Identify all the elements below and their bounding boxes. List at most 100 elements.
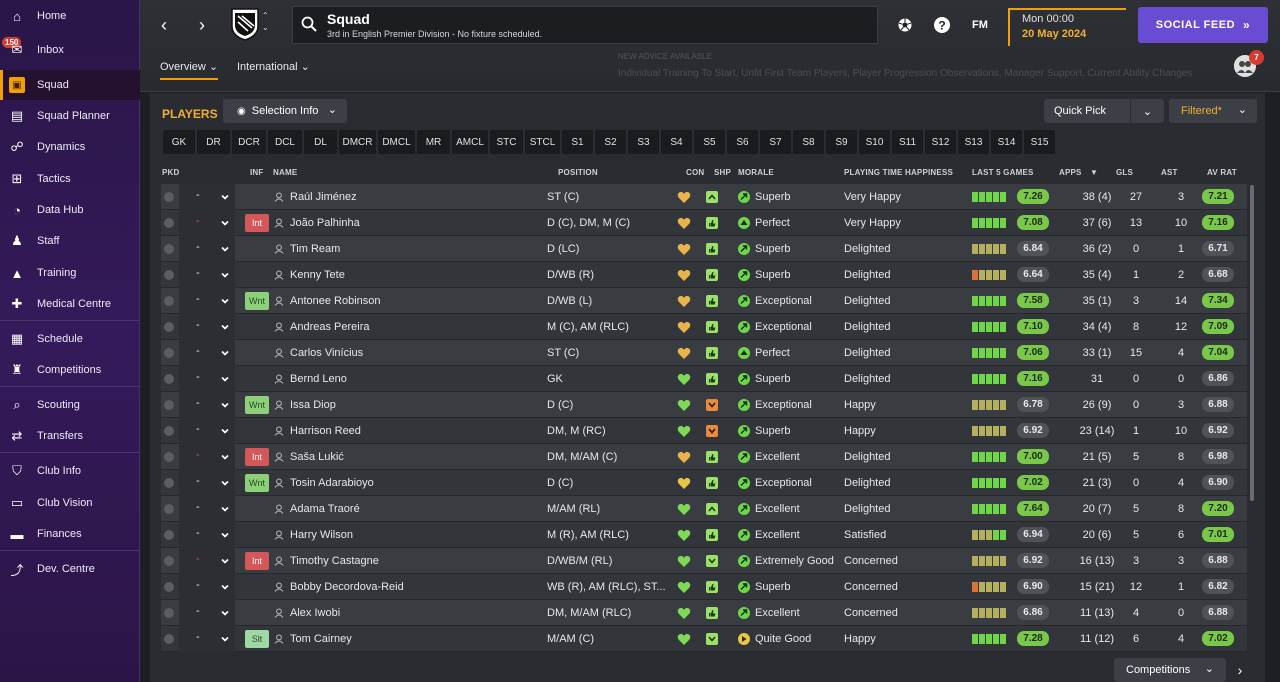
player-name[interactable]: Raúl Jiménez [290, 191, 357, 203]
pick-indicator[interactable] [164, 504, 174, 514]
info-badge[interactable]: Int [245, 448, 269, 466]
player-name[interactable]: Carlos Vinícius [290, 347, 364, 359]
info-badge[interactable]: Wnt [245, 474, 269, 492]
player-name[interactable]: Harrison Reed [290, 425, 361, 437]
pick-indicator[interactable] [164, 478, 174, 488]
pick-indicator[interactable] [164, 270, 174, 280]
position-filter-s9[interactable]: S9 [826, 130, 857, 154]
table-row[interactable]: - Andreas Pereira M (C), AM (RLC) Exception… [161, 314, 1247, 340]
player-name[interactable]: Kenny Tete [290, 269, 345, 281]
table-row[interactable]: - Tim Ream D (LC) Superb Delighted 6.84 36 (2)… [161, 236, 1247, 262]
chevron-right-icon[interactable]: › [1237, 662, 1243, 678]
col-header-inf[interactable]: INF [250, 168, 264, 177]
table-row[interactable]: - Wnt Issa Diop D (C) Exceptional Happy 6.78 26… [161, 392, 1247, 418]
selection-info-dropdown[interactable]: ◉ Selection Info ⌄ [223, 99, 347, 123]
selection-dropdown[interactable]: - [179, 574, 235, 600]
player-name[interactable]: Tosin Adarabioyo [290, 477, 374, 489]
table-row[interactable]: - Slt Tom Cairney M/AM (C) Quite Good Happy 7.… [161, 626, 1247, 652]
position-filter-amcl[interactable]: AMCL [452, 130, 488, 154]
sidebar-item-dynamics[interactable]: ☍ Dynamics [0, 132, 140, 162]
position-filter-s8[interactable]: S8 [793, 130, 824, 154]
pick-indicator[interactable] [164, 348, 174, 358]
selection-dropdown[interactable]: - [179, 184, 235, 210]
col-header-sharpness[interactable]: SHP [714, 168, 732, 177]
sidebar-item-training[interactable]: ▲ Training [0, 258, 140, 288]
advice-title[interactable]: NEW ADVICE AVAILABLE [618, 52, 712, 61]
tab-international[interactable]: International ⌄ [237, 52, 310, 80]
selection-dropdown[interactable]: - [179, 600, 235, 626]
table-row[interactable]: - Bobby Decordova-Reid WB (R), AM (RLC), S… [161, 574, 1247, 600]
info-badge[interactable]: Int [245, 214, 269, 232]
position-filter-s3[interactable]: S3 [628, 130, 659, 154]
table-row[interactable]: - Wnt Tosin Adarabioyo D (C) Exceptional Deli… [161, 470, 1247, 496]
sidebar-item-data-hub[interactable]: ◔ Data Hub [0, 195, 140, 225]
position-filter-mr[interactable]: MR [417, 130, 450, 154]
back-arrow-icon[interactable]: ‹ [161, 14, 167, 35]
sidebar-item-transfers[interactable]: ⇄ Transfers [0, 421, 140, 451]
position-filter-gk[interactable]: GK [163, 130, 195, 154]
position-filter-s4[interactable]: S4 [661, 130, 692, 154]
forward-arrow-icon[interactable]: › [199, 14, 205, 35]
ball-icon[interactable] [894, 14, 916, 36]
selection-dropdown[interactable]: - [179, 548, 235, 574]
table-row[interactable]: - Int Saša Lukić DM, M/AM (C) Excellent Delig… [161, 444, 1247, 470]
player-name[interactable]: Antonee Robinson [290, 295, 381, 307]
table-row[interactable]: - Raúl Jiménez ST (C) Superb Very Happy 7.26 3… [161, 184, 1247, 210]
table-row[interactable]: - Wnt Antonee Robinson D/WB (L) Exceptional D… [161, 288, 1247, 314]
advice-text[interactable]: Individual Training To Start, Unfit Firs… [618, 68, 1193, 79]
pick-indicator[interactable] [164, 244, 174, 254]
pick-indicator[interactable] [164, 530, 174, 540]
position-filter-stcl[interactable]: STCL [525, 130, 560, 154]
help-icon[interactable]: ? [931, 14, 953, 36]
pick-indicator[interactable] [164, 556, 174, 566]
selection-dropdown[interactable]: - [179, 470, 235, 496]
pick-indicator[interactable] [164, 452, 174, 462]
tab-overview[interactable]: Overview ⌄ [160, 52, 219, 80]
position-filter-s6[interactable]: S6 [727, 130, 758, 154]
sidebar-item-competitions[interactable]: ♜ Competitions [0, 355, 140, 385]
position-filter-stc[interactable]: STC [490, 130, 523, 154]
pick-indicator[interactable] [164, 608, 174, 618]
quick-pick-button[interactable]: Quick Pick ⌄ [1044, 99, 1164, 123]
selection-dropdown[interactable]: - [179, 392, 235, 418]
position-filter-dl[interactable]: DL [304, 130, 337, 154]
quick-pick-chevron-icon[interactable]: ⌄ [1130, 99, 1164, 123]
player-name[interactable]: João Palhinha [290, 217, 360, 229]
position-filter-s1[interactable]: S1 [562, 130, 593, 154]
pick-indicator[interactable] [164, 374, 174, 384]
col-header-average-rating[interactable]: AV RAT [1207, 168, 1237, 177]
position-filter-s12[interactable]: S12 [925, 130, 956, 154]
selection-dropdown[interactable]: - [179, 210, 235, 236]
info-badge[interactable]: Wnt [245, 396, 269, 414]
table-row[interactable]: - Int João Palhinha D (C), DM, M (C) Perfect… [161, 210, 1247, 236]
sidebar-item-club-vision[interactable]: ▭ Club Vision [0, 488, 140, 518]
sidebar-item-staff[interactable]: ♟ Staff [0, 226, 140, 256]
pick-indicator[interactable] [164, 218, 174, 228]
col-header-condition[interactable]: CON [686, 168, 705, 177]
sidebar-item-schedule[interactable]: ▦ Schedule [0, 324, 140, 354]
position-filter-dcr[interactable]: DCR [232, 130, 266, 154]
player-name[interactable]: Alex Iwobi [290, 607, 341, 619]
col-header-apps[interactable]: APPS ▼ [1059, 168, 1098, 177]
pick-indicator[interactable] [164, 582, 174, 592]
selection-dropdown[interactable]: - [179, 236, 235, 262]
position-filter-s2[interactable]: S2 [595, 130, 626, 154]
sidebar-item-club-info[interactable]: ⛉ Club Info [0, 456, 140, 486]
player-name[interactable]: Bobby Decordova-Reid [290, 581, 404, 593]
selection-dropdown[interactable]: - [179, 522, 235, 548]
position-filter-s5[interactable]: S5 [694, 130, 725, 154]
fm-menu-button[interactable]: FM [972, 19, 988, 31]
club-crest-icon[interactable] [229, 6, 261, 42]
position-filter-dmcr[interactable]: DMCR [339, 130, 376, 154]
sidebar-item-tactics[interactable]: ⊞ Tactics [0, 164, 140, 194]
position-filter-s14[interactable]: S14 [991, 130, 1022, 154]
col-header-assists[interactable]: AST [1161, 168, 1178, 177]
info-badge[interactable]: Int [245, 552, 269, 570]
position-filter-dcl[interactable]: DCL [268, 130, 302, 154]
pick-indicator[interactable] [164, 322, 174, 332]
search-icon[interactable] [301, 16, 317, 32]
col-header-name[interactable]: NAME [273, 168, 298, 177]
position-filter-s10[interactable]: S10 [859, 130, 890, 154]
col-header-last-5-games[interactable]: LAST 5 GAMES [972, 168, 1034, 177]
table-row[interactable]: - Adama Traoré M/AM (RL) Excellent Delighted… [161, 496, 1247, 522]
